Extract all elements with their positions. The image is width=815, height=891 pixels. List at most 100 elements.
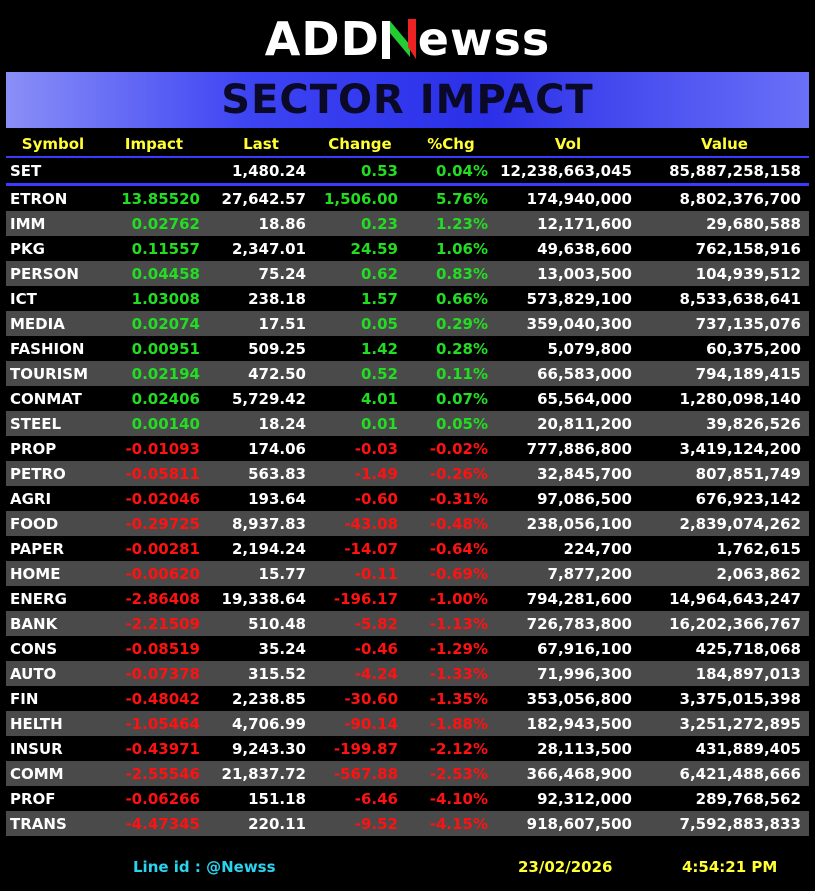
cell-symbol: PAPER bbox=[6, 536, 100, 561]
cell-vol: 67,916,100 bbox=[496, 636, 640, 661]
cell-symbol: TRANS bbox=[6, 811, 100, 836]
cell-pct: -1.29% bbox=[406, 636, 496, 661]
cell-impact: -0.02046 bbox=[100, 486, 208, 511]
cell-symbol: ETRON bbox=[6, 184, 100, 211]
brand-prefix: ADD bbox=[264, 12, 380, 66]
cell-pct: -0.02% bbox=[406, 436, 496, 461]
cell-last: 19,338.64 bbox=[208, 586, 314, 611]
cell-pct: -1.00% bbox=[406, 586, 496, 611]
table-row: PKG 0.11557 2,347.01 24.59 1.06% 49,638,600 76… bbox=[6, 236, 809, 261]
cell-symbol: FOOD bbox=[6, 511, 100, 536]
cell-vol: 66,583,000 bbox=[496, 361, 640, 386]
table-row: TOURISM 0.02194 472.50 0.52 0.11% 66,583,000 7… bbox=[6, 361, 809, 386]
cell-symbol: MEDIA bbox=[6, 311, 100, 336]
cell-last: 35.24 bbox=[208, 636, 314, 661]
table-row: BANK -2.21509 510.48 -5.82 -1.13% 726,783,800… bbox=[6, 611, 809, 636]
title-banner: SECTOR IMPACT bbox=[6, 72, 809, 128]
cell-pct: -2.12% bbox=[406, 736, 496, 761]
cell-change: -6.46 bbox=[314, 786, 406, 811]
cell-pct: 0.29% bbox=[406, 311, 496, 336]
cell-last: 472.50 bbox=[208, 361, 314, 386]
cell-last: 509.25 bbox=[208, 336, 314, 361]
cell-vol: 238,056,100 bbox=[496, 511, 640, 536]
table-row: ICT 1.03008 238.18 1.57 0.66% 573,829,100 8,53… bbox=[6, 286, 809, 311]
cell-change: -9.52 bbox=[314, 811, 406, 836]
footer-time: 4:54:21 PM bbox=[682, 858, 778, 876]
line-id: Line id : @Newss bbox=[133, 858, 276, 876]
cell-vol: 12,171,600 bbox=[496, 211, 640, 236]
cell-impact: -0.01093 bbox=[100, 436, 208, 461]
table-row: PETRO -0.05811 563.83 -1.49 -0.26% 32,845,700… bbox=[6, 461, 809, 486]
cell-vol: 71,996,300 bbox=[496, 661, 640, 686]
table-row: PAPER -0.00281 2,194.24 -14.07 -0.64% 224,700… bbox=[6, 536, 809, 561]
cell-impact: -0.29725 bbox=[100, 511, 208, 536]
cell-symbol: HOME bbox=[6, 561, 100, 586]
cell-impact: 0.02194 bbox=[100, 361, 208, 386]
table-row: INSUR -0.43971 9,243.30 -199.87 -2.12% 28,113… bbox=[6, 736, 809, 761]
cell-symbol: PROF bbox=[6, 786, 100, 811]
cell-change: -90.14 bbox=[314, 711, 406, 736]
cell-value: 737,135,076 bbox=[640, 311, 809, 336]
page-title: SECTOR IMPACT bbox=[221, 77, 594, 123]
cell-symbol: BANK bbox=[6, 611, 100, 636]
table-row: TRANS -4.47345 220.11 -9.52 -4.15% 918,607,50… bbox=[6, 811, 809, 836]
cell-impact: 0.02074 bbox=[100, 311, 208, 336]
cell-change: 0.01 bbox=[314, 411, 406, 436]
col-value-header: Value bbox=[701, 135, 748, 153]
cell-impact: 0.11557 bbox=[100, 236, 208, 261]
table-row: MEDIA 0.02074 17.51 0.05 0.29% 359,040,300 737… bbox=[6, 311, 809, 336]
table-row: PROP -0.01093 174.06 -0.03 -0.02% 777,886,800… bbox=[6, 436, 809, 461]
cell-last: 2,238.85 bbox=[208, 686, 314, 711]
cell-last: 18.24 bbox=[208, 411, 314, 436]
cell-vol: 182,943,500 bbox=[496, 711, 640, 736]
cell-pct: 0.66% bbox=[406, 286, 496, 311]
cell-vol: 918,607,500 bbox=[496, 811, 640, 836]
cell-pct: -4.10% bbox=[406, 786, 496, 811]
cell-pct: 5.76% bbox=[406, 184, 496, 211]
cell-vol: 12,238,663,045 bbox=[496, 157, 640, 185]
cell-last: 174.06 bbox=[208, 436, 314, 461]
table-row: ETRON 13.85520 27,642.57 1,506.00 5.76% 174,9… bbox=[6, 184, 809, 211]
cell-pct: 0.11% bbox=[406, 361, 496, 386]
cell-vol: 353,056,800 bbox=[496, 686, 640, 711]
col-symbol-header: Symbol bbox=[21, 135, 85, 153]
cell-last: 27,642.57 bbox=[208, 184, 314, 211]
table-header: Symbol Impact Last Change %Chg Vol Value bbox=[6, 132, 809, 157]
cell-change: -5.82 bbox=[314, 611, 406, 636]
cell-change: 1.57 bbox=[314, 286, 406, 311]
cell-symbol: INSUR bbox=[6, 736, 100, 761]
cell-symbol: ICT bbox=[6, 286, 100, 311]
table-row: SET 1,480.24 0.53 0.04% 12,238,663,045 85,887… bbox=[6, 157, 809, 185]
cell-value: 2,063,862 bbox=[640, 561, 809, 586]
cell-change: 1.42 bbox=[314, 336, 406, 361]
cell-change: 1,506.00 bbox=[314, 184, 406, 211]
cell-vol: 49,638,600 bbox=[496, 236, 640, 261]
cell-change: -0.11 bbox=[314, 561, 406, 586]
table-row: CONS -0.08519 35.24 -0.46 -1.29% 67,916,100 42… bbox=[6, 636, 809, 661]
cell-value: 289,768,562 bbox=[640, 786, 809, 811]
table-row: ENERG -2.86408 19,338.64 -196.17 -1.00% 794,2… bbox=[6, 586, 809, 611]
col-impact-header: Impact bbox=[124, 135, 184, 153]
cell-last: 510.48 bbox=[208, 611, 314, 636]
cell-pct: -0.26% bbox=[406, 461, 496, 486]
cell-pct: -0.69% bbox=[406, 561, 496, 586]
cell-change: -567.88 bbox=[314, 761, 406, 786]
cell-symbol: AUTO bbox=[6, 661, 100, 686]
cell-vol: 174,940,000 bbox=[496, 184, 640, 211]
table-row: IMM 0.02762 18.86 0.23 1.23% 12,171,600 29,680… bbox=[6, 211, 809, 236]
cell-pct: -1.13% bbox=[406, 611, 496, 636]
cell-last: 4,706.99 bbox=[208, 711, 314, 736]
col-last-header: Last bbox=[243, 135, 279, 153]
cell-value: 431,889,405 bbox=[640, 736, 809, 761]
cell-value: 184,897,013 bbox=[640, 661, 809, 686]
table-row: STEEL 0.00140 18.24 0.01 0.05% 20,811,200 39,8… bbox=[6, 411, 809, 436]
cell-vol: 65,564,000 bbox=[496, 386, 640, 411]
cell-last: 9,243.30 bbox=[208, 736, 314, 761]
cell-last: 238.18 bbox=[208, 286, 314, 311]
cell-pct: -1.33% bbox=[406, 661, 496, 686]
cell-impact: 0.02406 bbox=[100, 386, 208, 411]
cell-symbol: FIN bbox=[6, 686, 100, 711]
cell-vol: 5,079,800 bbox=[496, 336, 640, 361]
cell-symbol: FASHION bbox=[6, 336, 100, 361]
cell-last: 75.24 bbox=[208, 261, 314, 286]
